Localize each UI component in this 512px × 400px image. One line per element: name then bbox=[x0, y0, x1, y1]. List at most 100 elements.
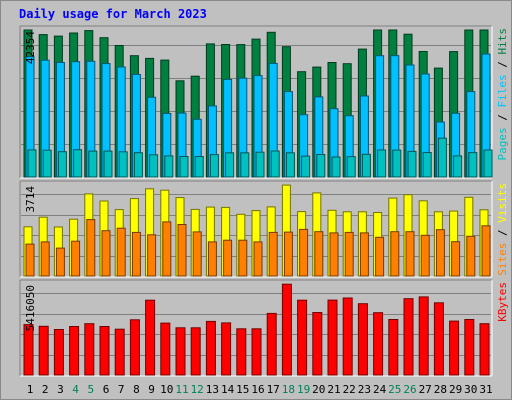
bar-pages bbox=[331, 156, 341, 178]
bar-sites bbox=[238, 239, 248, 277]
bar-kbytes bbox=[114, 328, 125, 376]
x-tick-label: 3 bbox=[57, 383, 64, 396]
bar-pages bbox=[377, 149, 387, 178]
bar-kbytes bbox=[388, 319, 399, 376]
x-tick-label: 1 bbox=[27, 383, 34, 396]
bar-pages bbox=[361, 153, 371, 178]
legend-entry: / bbox=[496, 55, 509, 75]
x-tick-label: 10 bbox=[160, 383, 173, 396]
bar-kbytes bbox=[373, 312, 384, 376]
x-tick-label: 20 bbox=[312, 383, 325, 396]
x-tick-label: 14 bbox=[221, 383, 235, 396]
bar-sites bbox=[268, 231, 278, 277]
bar-kbytes bbox=[403, 298, 414, 376]
bar-pages bbox=[285, 152, 295, 178]
x-tick-label: 30 bbox=[464, 383, 477, 396]
bar-pages bbox=[437, 137, 447, 178]
bar-kbytes bbox=[175, 327, 186, 376]
x-tick-label: 12 bbox=[191, 383, 204, 396]
x-tick-label: 7 bbox=[118, 383, 125, 396]
bar-kbytes bbox=[312, 312, 323, 376]
bar-sites bbox=[344, 231, 354, 277]
bar-sites bbox=[466, 235, 476, 277]
bar-pages bbox=[407, 150, 417, 178]
bar-kbytes bbox=[23, 324, 34, 376]
bar-kbytes bbox=[99, 326, 110, 376]
bar-sites bbox=[147, 234, 157, 277]
bar-pages bbox=[73, 149, 83, 178]
x-tick-label: 18 bbox=[282, 383, 295, 396]
bar-pages bbox=[209, 154, 219, 178]
bar-pages bbox=[194, 156, 204, 178]
bar-sites bbox=[192, 231, 202, 277]
bar-sites bbox=[314, 231, 324, 277]
bar-kbytes bbox=[160, 322, 171, 376]
y-max-label: 42354 bbox=[24, 31, 37, 64]
bar-sites bbox=[207, 241, 217, 277]
x-tick-label: 17 bbox=[267, 383, 280, 396]
y-max-label: 3714 bbox=[24, 186, 37, 213]
bar-pages bbox=[133, 152, 143, 178]
bar-sites bbox=[253, 241, 263, 277]
bar-kbytes bbox=[69, 326, 80, 376]
x-tick-label: 11 bbox=[175, 383, 188, 396]
bar-kbytes bbox=[357, 303, 368, 376]
bar-sites bbox=[359, 232, 369, 277]
legend-entry: Pages bbox=[496, 127, 509, 160]
bar-sites bbox=[223, 239, 233, 277]
bar-pages bbox=[453, 155, 463, 178]
legend-entry: Sites bbox=[496, 243, 509, 276]
x-tick-label: 19 bbox=[297, 383, 310, 396]
bar-kbytes bbox=[342, 297, 353, 376]
bar-sites bbox=[55, 247, 65, 277]
bar-pages bbox=[301, 155, 311, 178]
bar-sites bbox=[177, 224, 187, 277]
bar-pages bbox=[57, 151, 67, 178]
bar-sites bbox=[101, 230, 111, 277]
bar-pages bbox=[149, 154, 159, 178]
series-legend-label: Sites / Visits bbox=[496, 183, 509, 276]
x-tick-label: 8 bbox=[133, 383, 140, 396]
bar-kbytes bbox=[53, 329, 64, 376]
bar-sites bbox=[131, 231, 141, 277]
bar-kbytes bbox=[449, 320, 460, 376]
bar-kbytes bbox=[418, 296, 429, 376]
bar-pages bbox=[179, 156, 189, 178]
bar-pages bbox=[255, 151, 265, 178]
x-tick-label: 29 bbox=[449, 383, 462, 396]
x-tick-label: 16 bbox=[251, 383, 264, 396]
bar-sites bbox=[420, 234, 430, 277]
bar-sites bbox=[283, 231, 293, 277]
bar-sites bbox=[435, 229, 445, 277]
bar-sites bbox=[481, 225, 491, 277]
bar-kbytes bbox=[38, 325, 49, 376]
bar-sites bbox=[390, 231, 400, 277]
bar-sites bbox=[40, 241, 50, 277]
bar-kbytes bbox=[266, 312, 277, 376]
bar-pages bbox=[270, 150, 280, 178]
bar-pages bbox=[240, 152, 250, 178]
bar-pages bbox=[27, 149, 37, 178]
x-tick-label: 13 bbox=[206, 383, 219, 396]
bar-pages bbox=[422, 152, 432, 178]
x-tick-label: 23 bbox=[358, 383, 371, 396]
bar-sites bbox=[86, 219, 96, 277]
bar-kbytes bbox=[205, 320, 216, 376]
bar-sites bbox=[71, 240, 81, 277]
legend-entry: Files bbox=[496, 74, 509, 107]
legend-entry: KBytes bbox=[496, 282, 509, 322]
legend-entry: Visits bbox=[496, 183, 509, 223]
bar-sites bbox=[451, 241, 461, 277]
bar-pages bbox=[42, 149, 52, 178]
bar-sites bbox=[25, 243, 35, 277]
legend-entry: Hits bbox=[496, 28, 509, 55]
bar-kbytes bbox=[479, 323, 490, 376]
bar-kbytes bbox=[190, 327, 201, 376]
x-tick-label: 24 bbox=[373, 383, 387, 396]
x-tick-label: 2 bbox=[42, 383, 49, 396]
bar-sites bbox=[116, 227, 126, 277]
legend-entry: / bbox=[496, 108, 509, 128]
bar-pages bbox=[392, 149, 402, 178]
bar-pages bbox=[164, 155, 174, 178]
bar-kbytes bbox=[236, 328, 247, 376]
